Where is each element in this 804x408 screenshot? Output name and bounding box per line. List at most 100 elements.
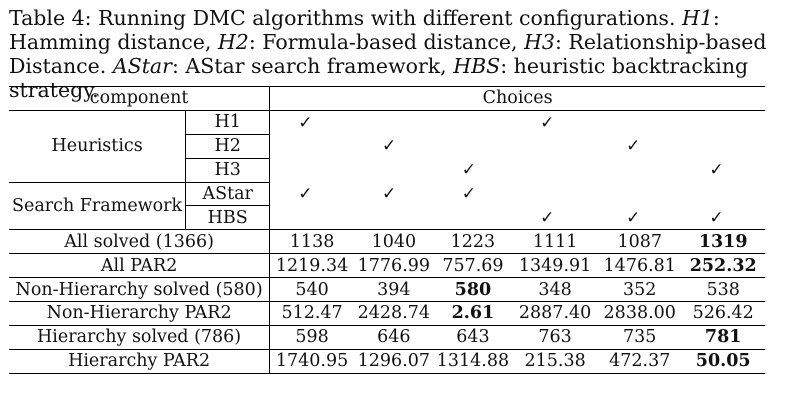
checkmark-icon: ✓	[461, 184, 476, 204]
result-label: All solved (1366)	[9, 229, 271, 254]
checkmark-icon: ✓	[381, 136, 397, 157]
caption-table-number: Table 4:	[9, 6, 92, 30]
result-value: 1740.95	[269, 348, 354, 374]
result-row: Hierarchy PAR2 1740.95 1296.07 1314.88 215.3…	[9, 348, 765, 374]
check-cell	[353, 109, 434, 135]
config-label: AStar	[185, 181, 271, 206]
result-value: 215.38	[512, 348, 599, 374]
result-value: 598	[269, 324, 354, 350]
result-value: 2887.40	[512, 301, 599, 326]
config-row: H2 ✓ ✓	[9, 133, 765, 159]
config-label: H1	[185, 109, 271, 135]
result-value: 352	[598, 277, 682, 302]
caption-h2-desc: Formula-based distance,	[262, 30, 518, 54]
caption-h1: H1	[682, 6, 713, 30]
result-row: Hierarchy solved (786) 598 646 643 763 735 781	[9, 324, 765, 350]
result-value: 50.05	[681, 348, 765, 374]
config-label: HBS	[185, 205, 271, 230]
config-label: H3	[185, 157, 271, 183]
config-label: H2	[185, 133, 271, 159]
result-value: 1111	[512, 229, 599, 254]
result-value: 252.32	[681, 253, 765, 278]
caption-text: Running DMC algorithms with different co…	[98, 6, 676, 30]
result-value: 394	[353, 277, 434, 302]
result-value: 1087	[598, 229, 682, 254]
result-value: 540	[269, 277, 354, 302]
results-table: component Choices Heuristics H1 ✓ ✓ H2 ✓ ✓ H3 ✓ ✓…	[9, 86, 765, 374]
check-cell	[681, 109, 765, 135]
result-value: 1223	[433, 229, 513, 254]
result-value: 1040	[353, 229, 434, 254]
header-component: component	[9, 86, 271, 111]
result-value: 1776.99	[353, 253, 434, 278]
check-cell: ✓	[354, 134, 434, 158]
result-label: Non-Hierarchy solved (580)	[9, 277, 271, 302]
check-cell	[354, 158, 434, 182]
result-row: All solved (1366) 1138 1040 1223 1111 1087 131…	[9, 229, 765, 254]
result-value: 472.37	[598, 348, 682, 374]
group-label-search-framework: Search Framework	[9, 181, 187, 230]
check-cell	[512, 134, 598, 158]
checkmark-icon: ✓	[709, 207, 724, 228]
header-choices: Choices	[269, 86, 765, 111]
result-value: 781	[681, 324, 765, 350]
caption-h1-desc: Hamming distance,	[9, 30, 212, 54]
result-value: 646	[353, 324, 434, 350]
check-cell	[512, 158, 598, 182]
result-label: Non-Hierarchy PAR2	[9, 301, 271, 326]
result-value: 2428.74	[353, 301, 434, 326]
checkmark-icon: ✓	[540, 112, 555, 133]
config-row: H3 ✓ ✓	[9, 157, 765, 183]
table-caption: Table 4: Running DMC algorithms with dif…	[9, 6, 767, 102]
result-value: 1138	[269, 229, 354, 254]
caption-h2: H2	[217, 30, 249, 54]
caption-hbs: HBS	[453, 54, 501, 78]
check-cell	[598, 158, 681, 182]
check-cell: ✓	[270, 182, 354, 206]
result-value: 1476.81	[598, 253, 682, 278]
check-cell	[681, 134, 765, 158]
result-row: Non-Hierarchy solved (580) 540 394 580 348 35…	[9, 277, 765, 302]
check-cell	[512, 182, 598, 206]
checkmark-icon: ✓	[626, 136, 641, 157]
result-value: 2838.00	[598, 301, 682, 326]
result-value: 538	[681, 277, 765, 302]
result-row: All PAR2 1219.34 1776.99 757.69 1349.91 1476.…	[9, 253, 765, 278]
config-row: HBS ✓ ✓ ✓	[9, 205, 765, 230]
check-cell	[434, 206, 512, 230]
result-value: 757.69	[433, 253, 513, 278]
check-cell: ✓	[598, 206, 681, 230]
result-value: 526.42	[681, 301, 765, 326]
result-row: Non-Hierarchy PAR2 512.47 2428.74 2.61 2887.…	[9, 301, 765, 326]
check-cell	[598, 109, 682, 135]
result-value: 2.61	[433, 301, 513, 326]
check-cell	[270, 206, 354, 230]
checkmark-icon: ✓	[461, 160, 476, 181]
check-cell	[681, 182, 765, 206]
check-cell	[270, 134, 354, 158]
checkmark-icon: ✓	[540, 207, 555, 228]
check-cell	[598, 182, 681, 206]
config-row: Heuristics H1 ✓ ✓	[9, 109, 765, 183]
check-cell: ✓	[512, 206, 598, 230]
result-label: Hierarchy PAR2	[9, 348, 271, 374]
header-row: component Choices	[9, 86, 765, 111]
check-cell: ✓	[681, 206, 765, 230]
caption-astar: AStar	[112, 54, 172, 78]
caption-h3-desc: Relationship-based Distance.	[9, 30, 767, 78]
check-cell: ✓	[681, 158, 765, 182]
check-cell: ✓	[354, 182, 434, 206]
result-label: Hierarchy solved (786)	[9, 324, 271, 350]
result-value: 1319	[681, 229, 765, 254]
config-row: Search Framework AStar ✓ ✓ ✓	[9, 181, 765, 230]
checkmark-icon: ✓	[298, 112, 313, 133]
group-label-heuristics: Heuristics	[9, 109, 187, 183]
result-value: 580	[433, 277, 513, 302]
result-value: 1219.34	[269, 253, 354, 278]
checkmark-icon: ✓	[381, 184, 397, 204]
check-cell	[270, 158, 354, 182]
caption-h3: H3	[524, 30, 555, 54]
result-value: 735	[598, 324, 682, 350]
result-value: 1314.88	[433, 348, 513, 374]
check-cell	[433, 109, 513, 135]
